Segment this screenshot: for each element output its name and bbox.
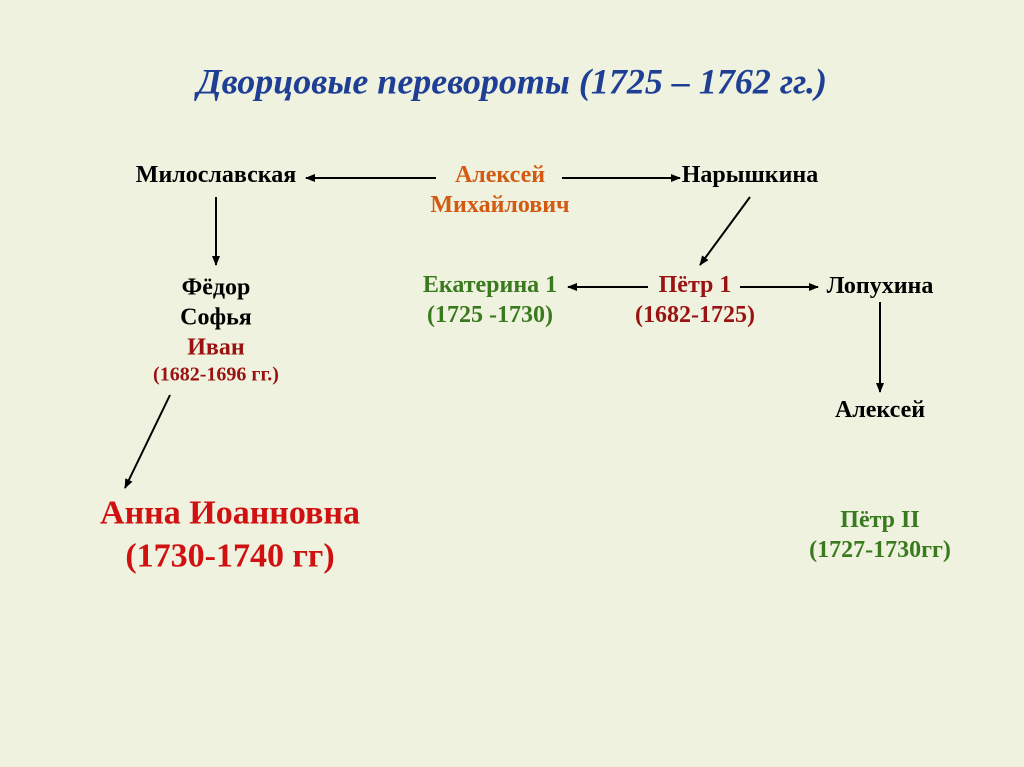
node-petr1-line-0: Пётр 1	[635, 270, 755, 300]
arrow-7	[125, 395, 170, 488]
node-miloslavskaya: Милославская	[136, 160, 296, 190]
node-fedor_sofya_ivan-line-2: Иван	[153, 333, 279, 363]
node-petr1: Пётр 1(1682-1725)	[635, 270, 755, 330]
node-anna-line-0: Анна Иоанновна	[100, 493, 360, 536]
node-petr1-line-1: (1682-1725)	[635, 300, 755, 330]
node-naryshkina: Нарышкина	[682, 160, 819, 190]
node-anna: Анна Иоанновна(1730-1740 гг)	[100, 493, 360, 578]
node-fedor_sofya_ivan-line-3: (1682-1696 гг.)	[153, 363, 279, 388]
node-fedor_sofya_ivan: ФёдорСофьяИван(1682-1696 гг.)	[153, 273, 279, 388]
node-ekaterina1-line-0: Екатерина 1	[423, 270, 557, 300]
node-lopukhina: Лопухина	[827, 271, 934, 301]
node-anna-line-1: (1730-1740 гг)	[100, 535, 360, 578]
node-petr2-line-1: (1727-1730гг)	[809, 535, 951, 565]
node-petr2: Пётр II(1727-1730гг)	[809, 505, 951, 565]
node-alexei_mikh: Алексей Михайлович	[430, 160, 569, 220]
node-ekaterina1: Екатерина 1(1725 -1730)	[423, 270, 557, 330]
node-fedor_sofya_ivan-line-0: Фёдор	[153, 273, 279, 303]
node-alexei_son: Алексей	[835, 395, 925, 425]
node-ekaterina1-line-1: (1725 -1730)	[423, 300, 557, 330]
node-fedor_sofya_ivan-line-1: Софья	[153, 303, 279, 333]
node-petr2-line-0: Пётр II	[809, 505, 951, 535]
slide-title: Дворцовые перевороты (1725 – 1762 гг.)	[197, 60, 827, 105]
arrow-3	[700, 197, 750, 265]
